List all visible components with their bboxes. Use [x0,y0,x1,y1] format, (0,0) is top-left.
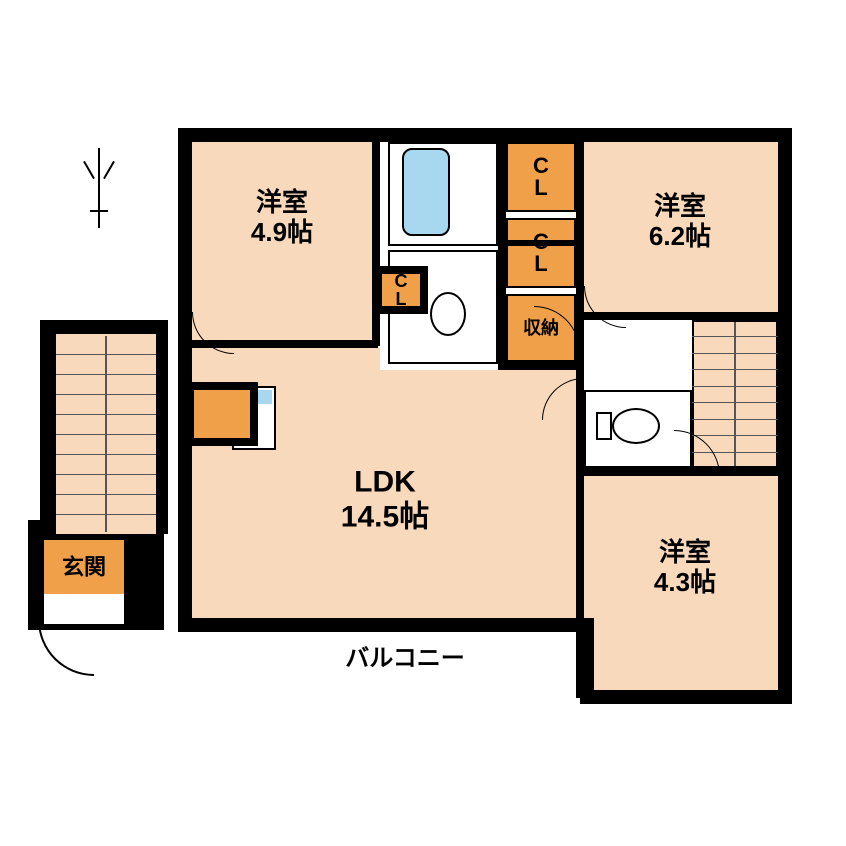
door-bed-ne [584,286,626,328]
washroom-basin [430,292,466,336]
closet-label-2: C L [533,231,549,275]
outer-wall-4 [580,690,792,704]
balcony-label: バルコニー [345,645,465,673]
outer-wall-1 [178,128,192,632]
inner-wall-10 [372,308,428,314]
outer-wall-2 [778,128,792,704]
label-ldk: LDK 14.5帖 [341,466,429,535]
stair-main-rail [734,322,736,466]
bathtub [402,148,450,236]
label-bedroom-ne: 洋室 6.2帖 [649,192,711,252]
genkan-label: 玄関 [62,554,106,579]
toilet-tank [596,412,612,440]
label-bedroom-w: 洋室 4.9帖 [251,188,313,248]
toilet-bowl [612,408,660,444]
outer-wall-3 [178,618,592,632]
inner-wall-0 [372,140,380,346]
inner-wall-9 [372,266,428,272]
closet-label-0: C L [395,272,408,308]
inner-wall-2 [498,140,506,370]
compass-head-r [103,161,115,179]
closet-5 [192,388,252,440]
entr-door-arc [38,620,94,676]
label-bedroom-se: 洋室 4.3帖 [654,538,716,598]
inner-wall-13 [252,382,258,446]
floorplan-stage: C LC LC L収納CL洋室 4.9帖洋室 6.2帖洋室 4.3帖LDK 14… [0,0,846,846]
outer-wall-0 [178,128,792,142]
inner-wall-14 [186,440,258,446]
inner-wall-12 [186,382,258,388]
compass-head-l [83,161,95,179]
inner-wall-3 [498,362,584,370]
compass-cross [90,210,108,212]
inner-wall-8 [498,240,580,246]
compass-shaft [98,148,100,228]
inner-wall-11 [422,266,428,312]
entr-stair-rail [105,336,107,532]
closet-label-1: C L [533,155,549,199]
